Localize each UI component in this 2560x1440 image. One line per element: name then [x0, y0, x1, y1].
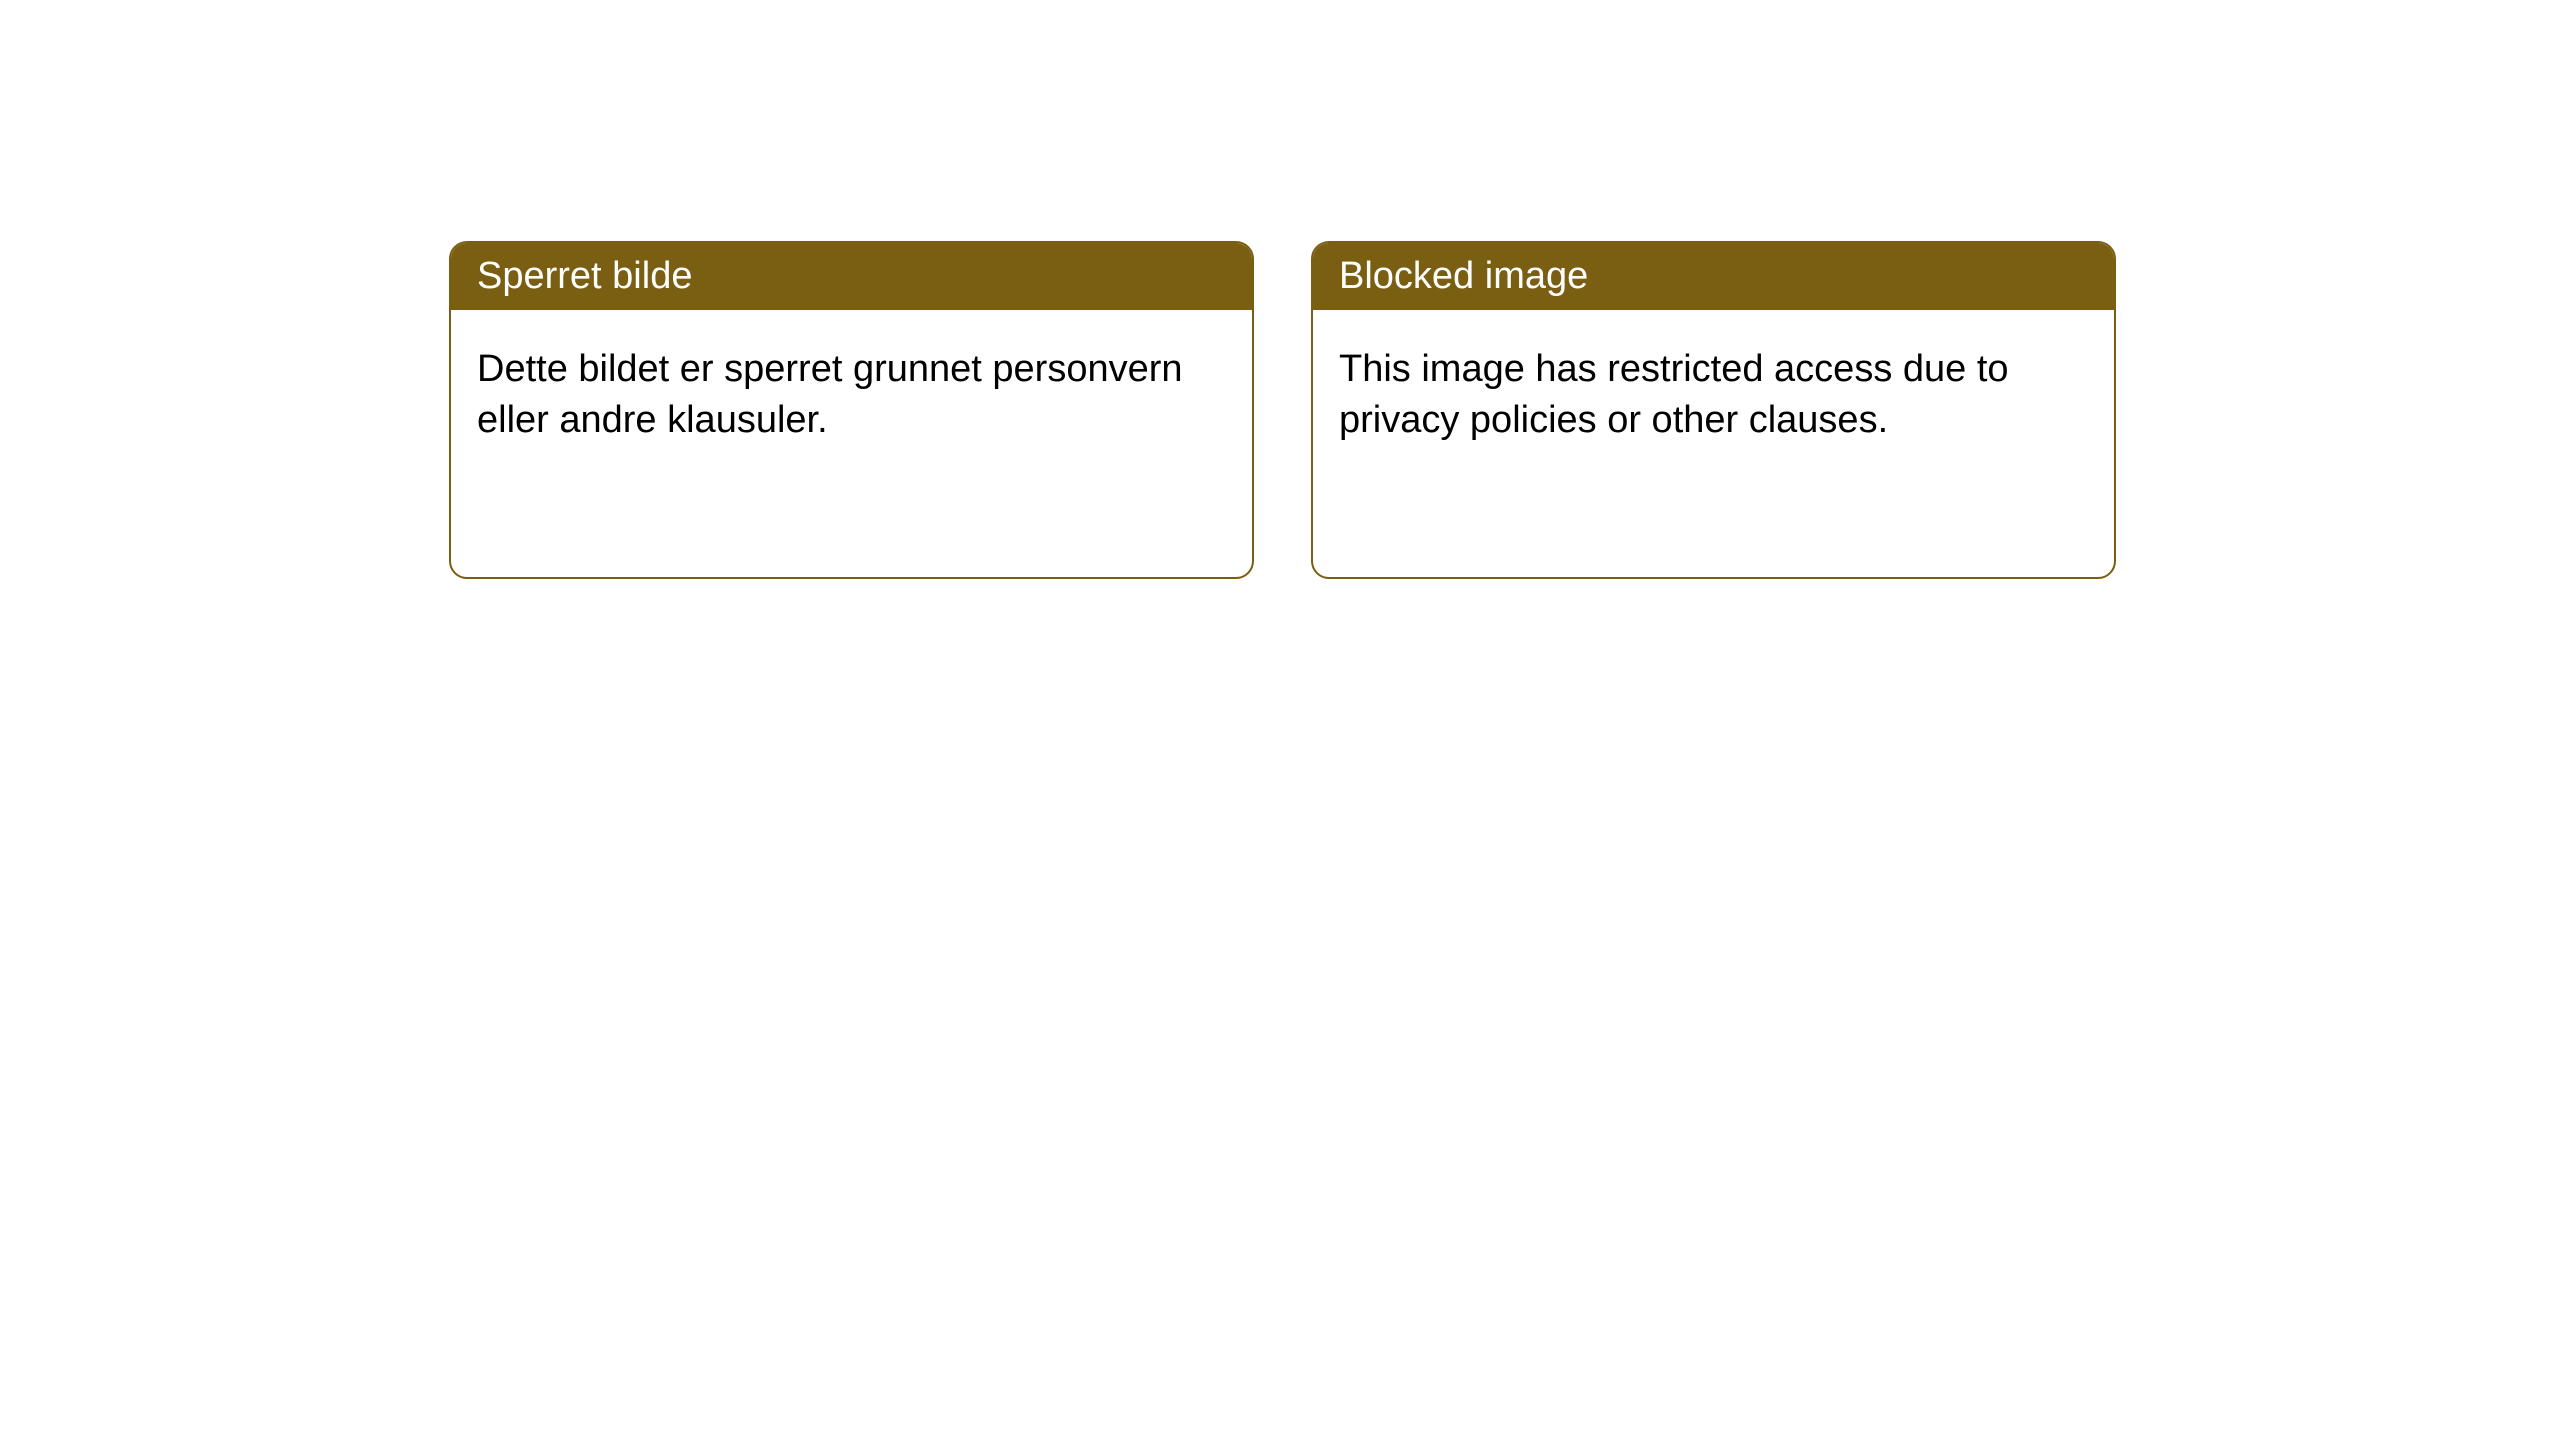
blocked-image-notice-english: Blocked image This image has restricted …: [1311, 241, 2116, 579]
notice-body-english: This image has restricted access due to …: [1313, 310, 2114, 481]
notice-body-norwegian: Dette bildet er sperret grunnet personve…: [451, 310, 1252, 481]
notice-header-english: Blocked image: [1313, 243, 2114, 310]
notice-container: Sperret bilde Dette bildet er sperret gr…: [449, 241, 2116, 579]
blocked-image-notice-norwegian: Sperret bilde Dette bildet er sperret gr…: [449, 241, 1254, 579]
notice-header-norwegian: Sperret bilde: [451, 243, 1252, 310]
